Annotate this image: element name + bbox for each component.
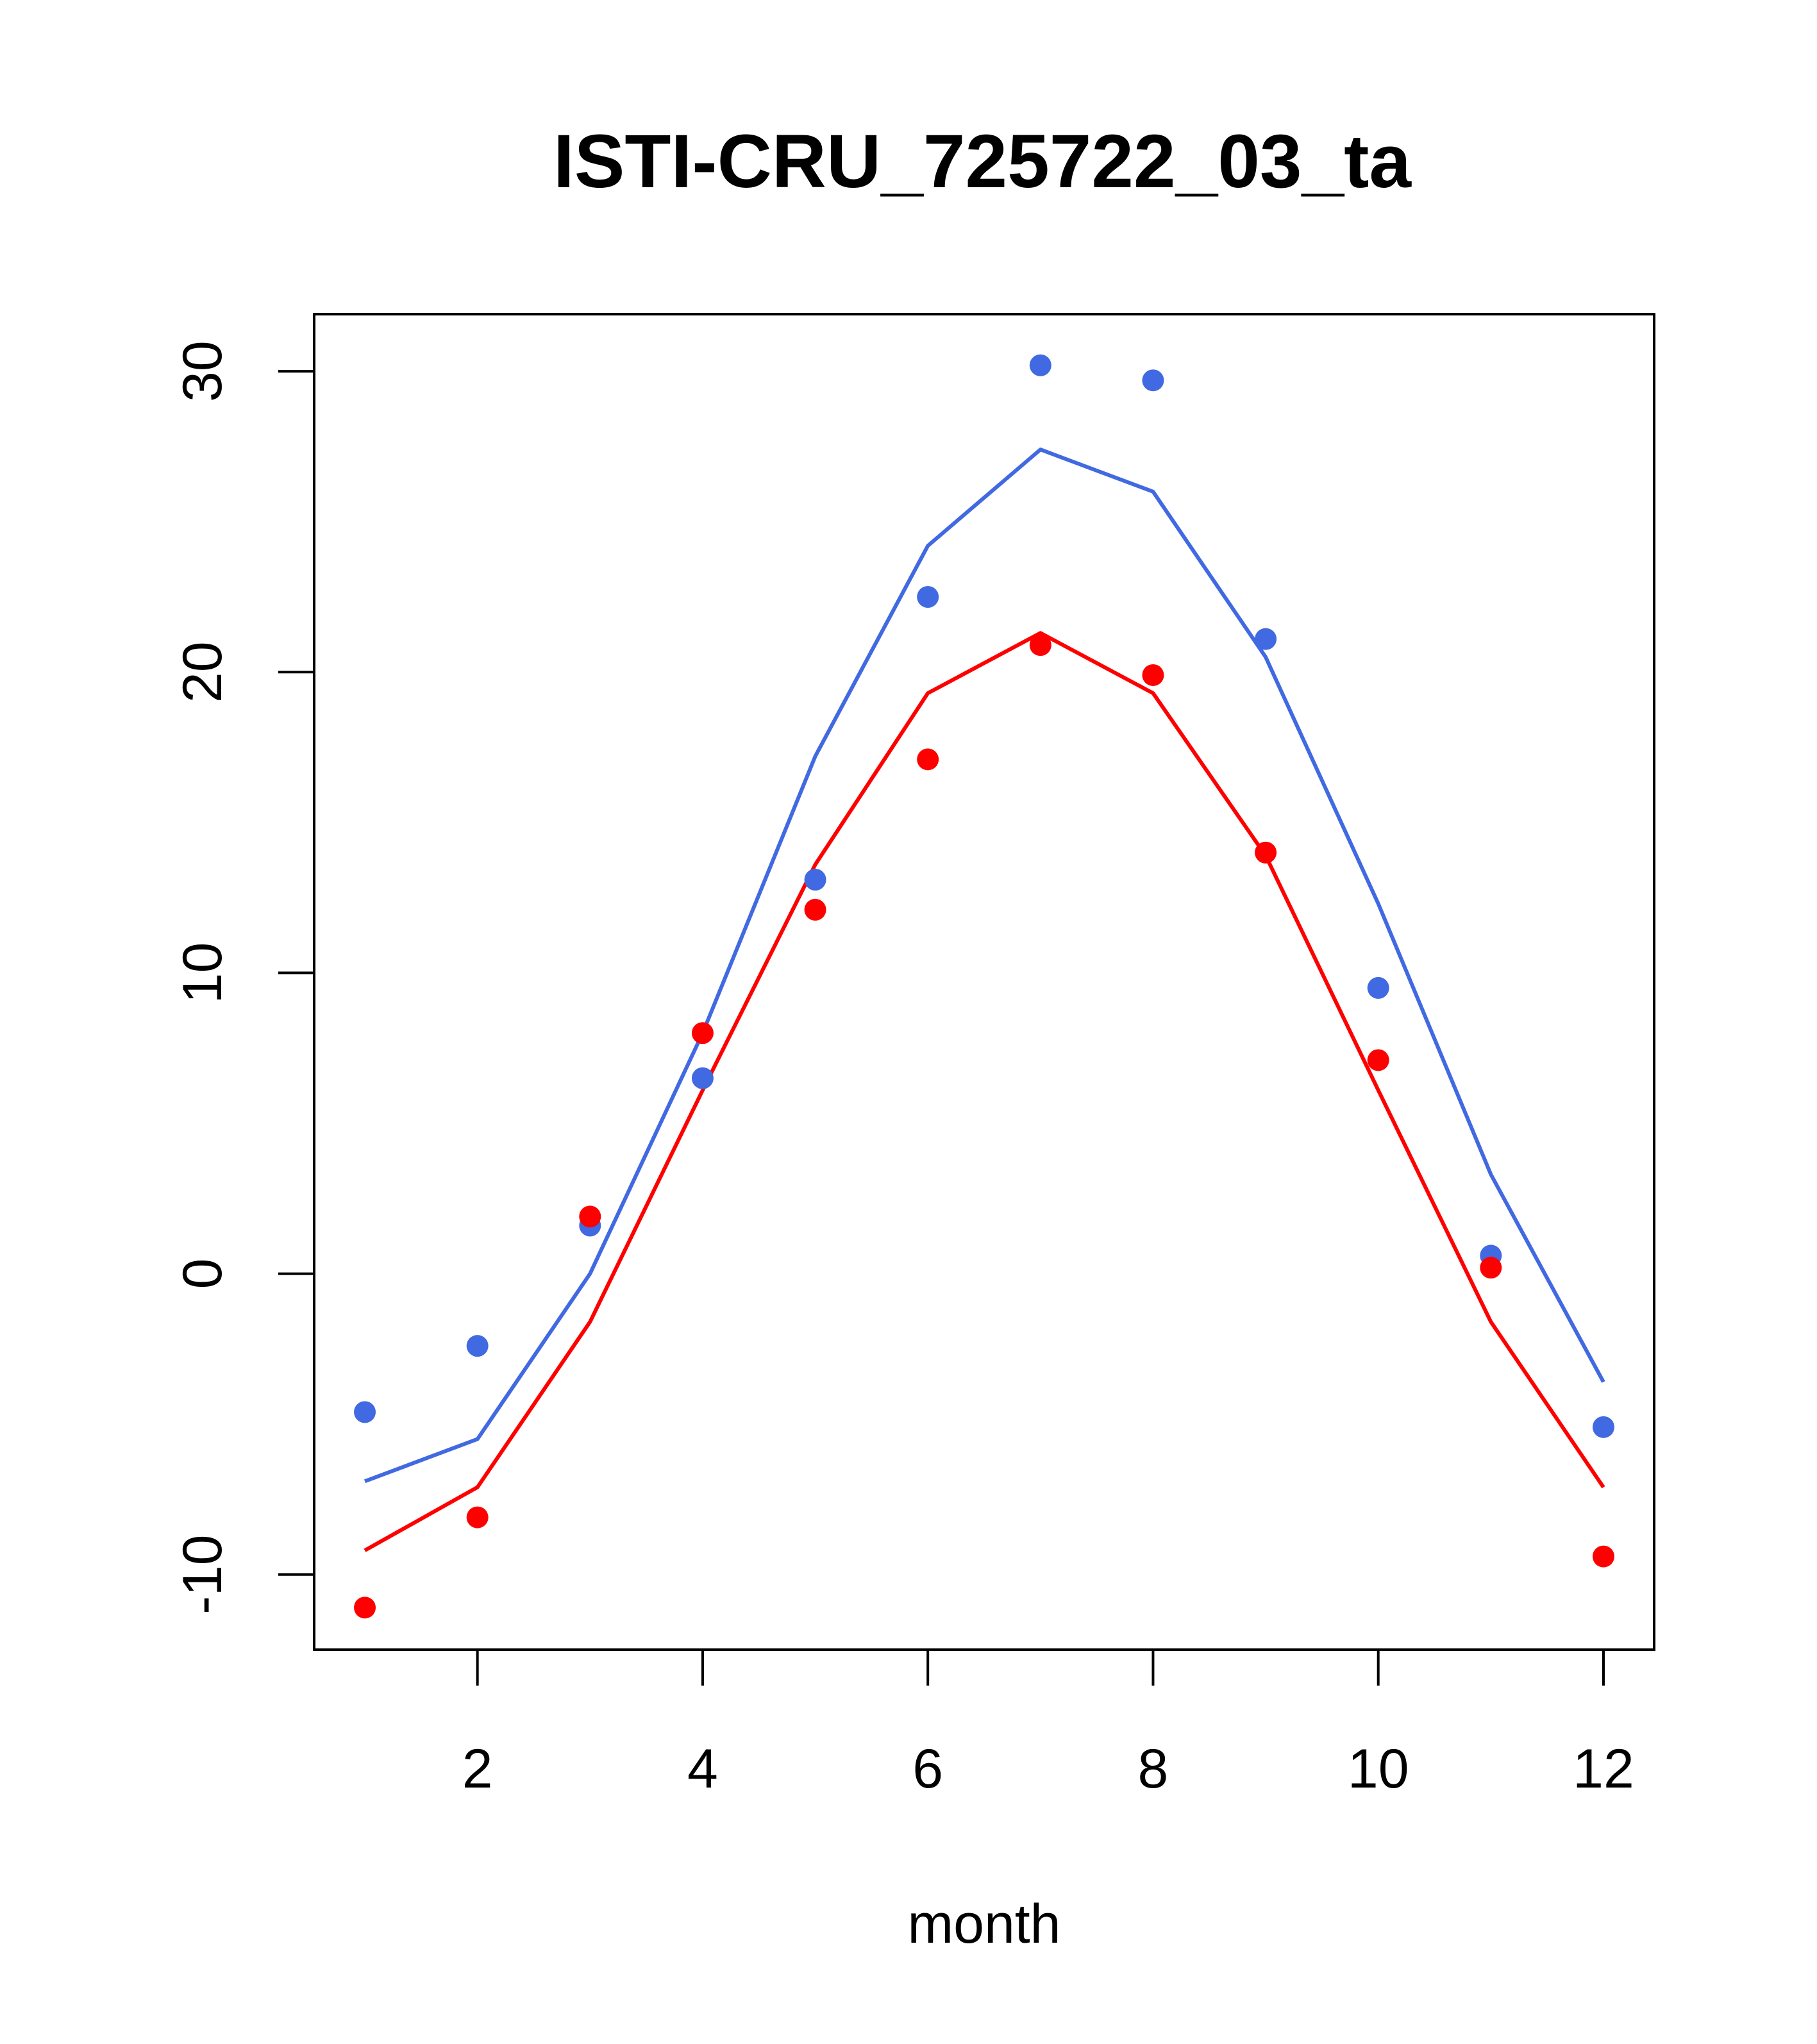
y-tick-label: -10	[172, 1535, 233, 1614]
plot-frame	[313, 313, 1655, 1651]
data-point	[691, 1022, 714, 1044]
data-point	[1592, 1545, 1614, 1568]
y-axis: -10 0 10 20 30	[172, 340, 315, 1614]
y-tick-label: 0	[172, 1259, 233, 1289]
x-tick-label: 6	[912, 1738, 943, 1800]
data-point	[1255, 628, 1277, 650]
x-tick-label: 2	[462, 1738, 493, 1800]
data-point	[1255, 841, 1277, 864]
data-point	[1480, 1257, 1502, 1279]
x-tick-label: 10	[1348, 1738, 1409, 1800]
data-point	[1142, 664, 1164, 686]
data-point	[1367, 1049, 1389, 1071]
y-tick-label: 20	[172, 641, 233, 703]
chart-title: ISTI-CRU_725722_03_ta	[553, 119, 1412, 204]
x-axis-title: month	[907, 1893, 1060, 1955]
x-tick-label: 12	[1573, 1738, 1634, 1800]
data-point	[1592, 1416, 1614, 1438]
x-axis: 2 4 6 8 10 12	[462, 1648, 1634, 1800]
data-point	[466, 1506, 489, 1529]
x-tick-label: 4	[687, 1738, 718, 1800]
data-point	[466, 1335, 489, 1357]
data-point	[804, 868, 826, 891]
data-point	[917, 585, 939, 608]
x-tick-label: 8	[1138, 1738, 1169, 1800]
data-point	[1142, 369, 1164, 392]
series-line-1	[364, 631, 1605, 1552]
data-point	[354, 1596, 376, 1619]
series-line-0	[364, 448, 1605, 1484]
data-point	[354, 1401, 376, 1423]
y-tick-label: 10	[172, 942, 233, 1004]
data-point	[579, 1205, 601, 1228]
y-tick-label: 30	[172, 340, 233, 402]
data-point	[691, 1067, 714, 1089]
data-point	[804, 898, 826, 921]
series-layer	[354, 354, 1614, 1619]
data-point	[1367, 976, 1389, 999]
data-point	[1029, 634, 1051, 657]
data-point	[1029, 354, 1051, 376]
data-point	[917, 748, 939, 771]
